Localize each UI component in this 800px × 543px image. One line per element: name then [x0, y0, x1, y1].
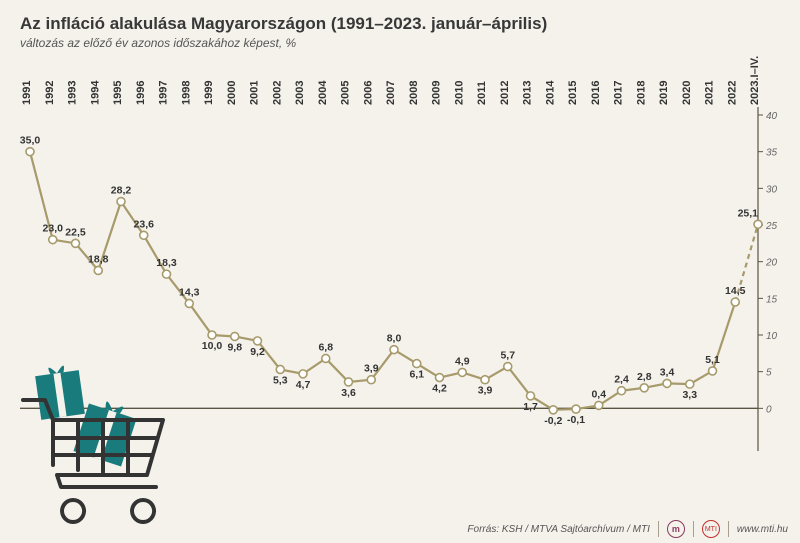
svg-text:14,5: 14,5	[725, 285, 746, 297]
footer-separator	[693, 521, 694, 537]
svg-text:2005: 2005	[340, 81, 352, 105]
svg-text:2002: 2002	[271, 81, 283, 105]
svg-text:3,4: 3,4	[660, 366, 675, 378]
svg-text:10,0: 10,0	[202, 340, 223, 352]
svg-text:1996: 1996	[135, 81, 147, 105]
svg-text:10: 10	[766, 331, 778, 342]
source-text: Forrás: KSH / MTVA Sajtóarchívum / MTI	[467, 524, 649, 535]
svg-text:1993: 1993	[67, 81, 79, 105]
svg-text:2010: 2010	[453, 81, 465, 105]
svg-text:28,2: 28,2	[111, 185, 132, 197]
svg-text:-0,2: -0,2	[544, 415, 562, 427]
svg-text:2015: 2015	[567, 81, 579, 105]
svg-text:1992: 1992	[44, 81, 56, 105]
svg-text:1997: 1997	[158, 81, 170, 105]
chart-title: Az infláció alakulása Magyarországon (19…	[20, 14, 547, 34]
svg-text:1,7: 1,7	[523, 401, 538, 413]
svg-text:2009: 2009	[431, 81, 443, 105]
svg-text:2014: 2014	[544, 80, 556, 105]
svg-text:5: 5	[766, 368, 772, 379]
svg-text:22,5: 22,5	[65, 226, 86, 238]
svg-text:5,3: 5,3	[273, 374, 288, 386]
svg-text:2,8: 2,8	[637, 371, 652, 383]
svg-text:8,0: 8,0	[387, 333, 402, 345]
chart-subtitle: változás az előző év azonos időszakához …	[20, 36, 296, 50]
svg-text:0,4: 0,4	[591, 388, 606, 400]
svg-text:23,6: 23,6	[134, 218, 155, 230]
svg-text:1991: 1991	[21, 81, 33, 105]
svg-text:6,1: 6,1	[409, 369, 424, 381]
svg-text:9,8: 9,8	[227, 341, 242, 353]
svg-text:-0,1: -0,1	[567, 414, 585, 426]
svg-text:4,7: 4,7	[296, 379, 311, 391]
svg-text:2006: 2006	[362, 81, 374, 105]
svg-text:3,6: 3,6	[341, 387, 356, 399]
svg-text:23,0: 23,0	[43, 223, 64, 235]
svg-text:0: 0	[766, 404, 772, 415]
svg-text:30: 30	[766, 184, 778, 195]
svg-text:40: 40	[766, 111, 778, 122]
mtva-badge-icon: m	[667, 520, 685, 538]
svg-text:35,0: 35,0	[20, 135, 41, 147]
svg-text:2022: 2022	[726, 81, 738, 105]
svg-text:2016: 2016	[590, 81, 602, 105]
svg-text:2000: 2000	[226, 81, 238, 105]
svg-text:2003: 2003	[294, 81, 306, 105]
svg-text:2011: 2011	[476, 81, 488, 105]
svg-text:2007: 2007	[385, 81, 397, 105]
svg-text:2012: 2012	[499, 81, 511, 105]
svg-text:2018: 2018	[635, 81, 647, 105]
footer-separator	[728, 521, 729, 537]
svg-text:2021: 2021	[704, 81, 716, 105]
svg-text:5,7: 5,7	[500, 350, 515, 362]
svg-text:2017: 2017	[613, 81, 625, 105]
svg-text:2001: 2001	[249, 81, 261, 105]
svg-text:1999: 1999	[203, 81, 215, 105]
svg-text:18,8: 18,8	[88, 253, 109, 265]
footer-url: www.mti.hu	[737, 524, 788, 535]
svg-text:2020: 2020	[681, 81, 693, 105]
mti-badge-icon: MTI	[702, 520, 720, 538]
svg-text:15: 15	[766, 294, 778, 305]
svg-text:2013: 2013	[522, 81, 534, 105]
footer-separator	[658, 521, 659, 537]
svg-text:9,2: 9,2	[250, 346, 265, 358]
footer: Forrás: KSH / MTVA Sajtóarchívum / MTI m…	[0, 515, 800, 543]
svg-text:25: 25	[765, 221, 778, 232]
chart-container: Az infláció alakulása Magyarországon (19…	[0, 0, 800, 543]
svg-text:2023.I–IV.: 2023.I–IV.	[749, 56, 761, 105]
svg-text:5,1: 5,1	[705, 354, 720, 366]
svg-text:4,9: 4,9	[455, 355, 470, 367]
svg-text:2008: 2008	[408, 81, 420, 105]
svg-text:1995: 1995	[112, 81, 124, 105]
svg-text:6,8: 6,8	[318, 341, 333, 353]
svg-text:2004: 2004	[317, 80, 329, 105]
svg-text:4,2: 4,2	[432, 383, 447, 395]
svg-text:20: 20	[765, 258, 778, 269]
svg-text:35: 35	[766, 148, 778, 159]
svg-text:18,3: 18,3	[156, 257, 177, 269]
svg-text:3,9: 3,9	[478, 385, 493, 397]
gift-icon	[34, 364, 85, 420]
svg-text:3,3: 3,3	[682, 389, 697, 401]
inflation-line-chart: 0 5 10 15 20 25 30 35 40 1991 1992 1993 1994 1995 1996…	[0, 0, 800, 543]
svg-text:1994: 1994	[89, 80, 101, 105]
svg-text:1998: 1998	[180, 81, 192, 105]
svg-text:3,9: 3,9	[364, 363, 379, 375]
svg-text:25,1: 25,1	[738, 207, 759, 219]
svg-text:14,3: 14,3	[179, 286, 200, 298]
svg-text:2019: 2019	[658, 81, 670, 105]
svg-text:2,4: 2,4	[614, 374, 629, 386]
